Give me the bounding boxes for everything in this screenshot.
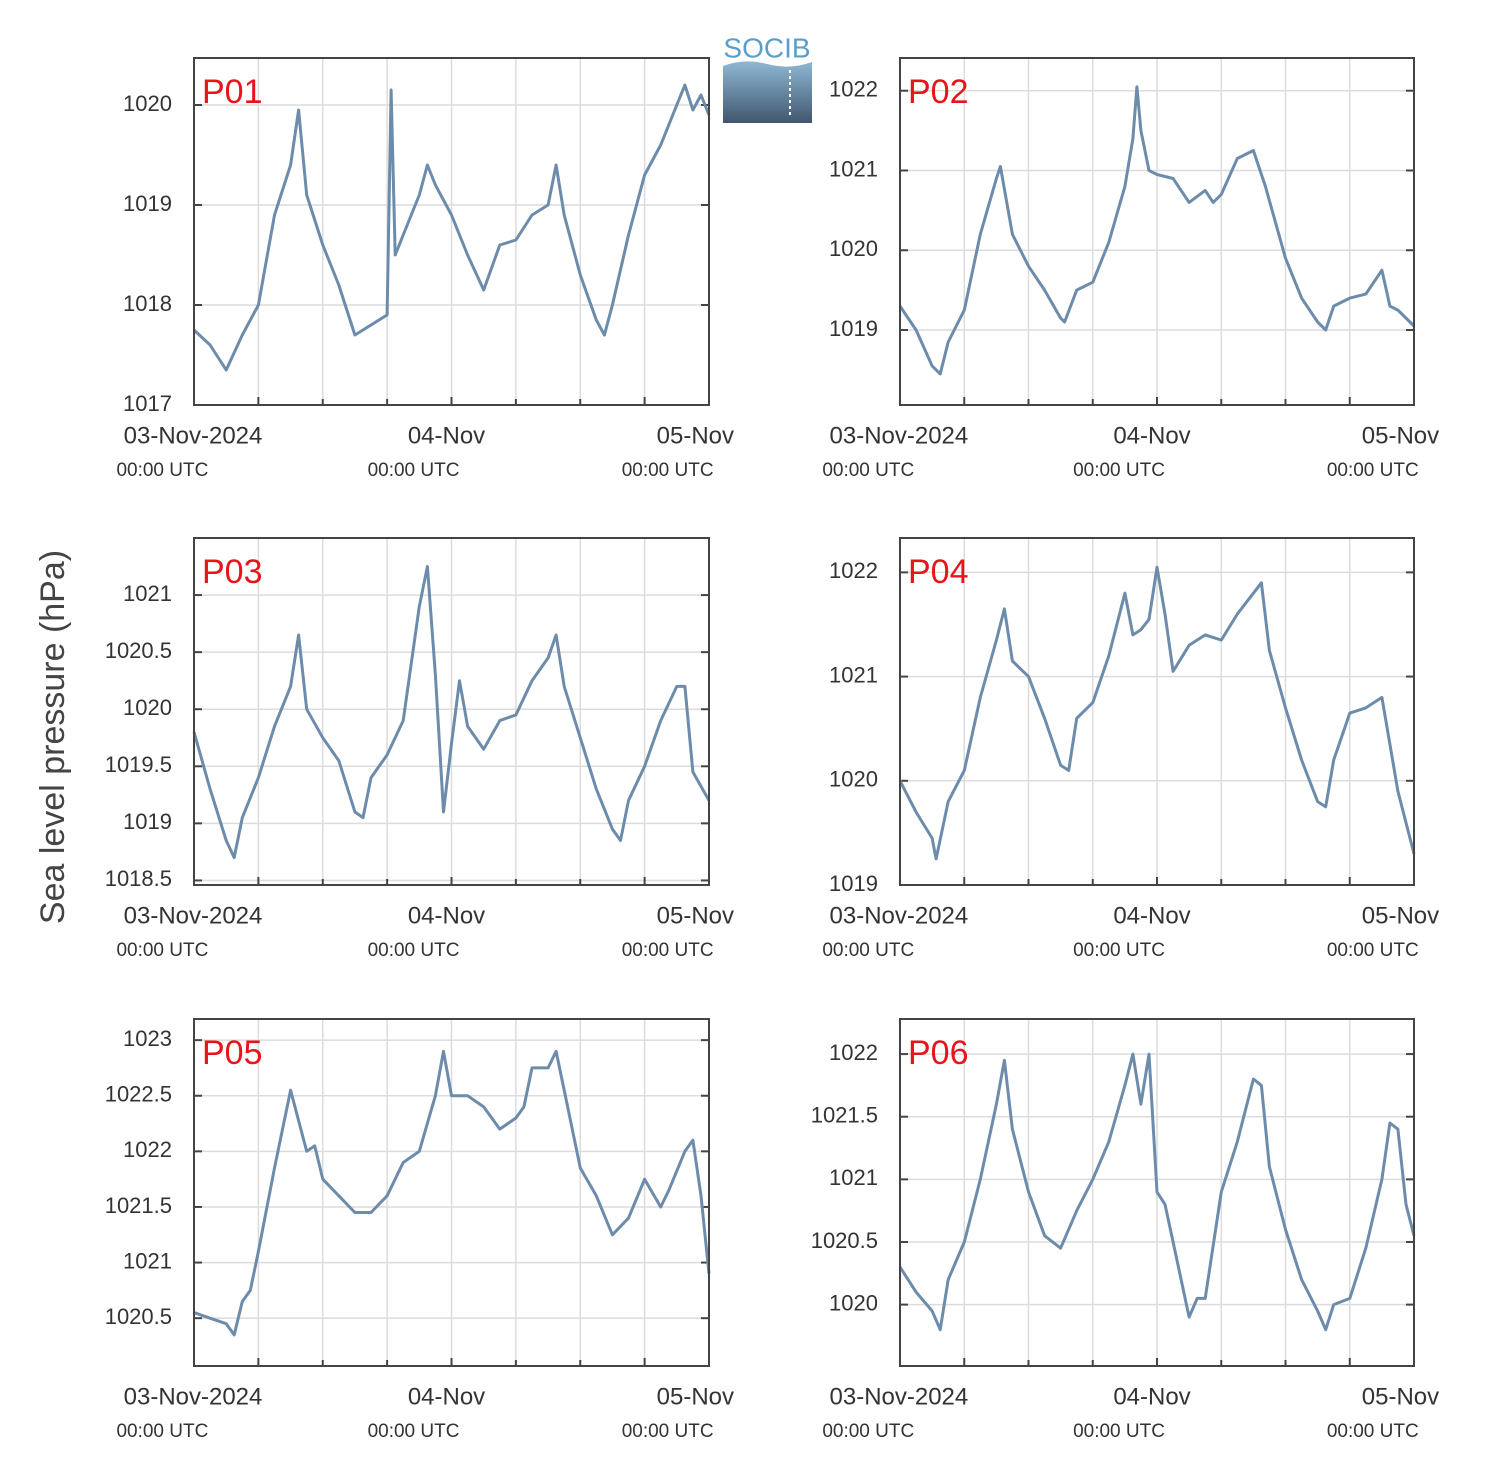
y-tick-label: 1020	[123, 695, 172, 720]
y-tick-label: 1019	[123, 191, 172, 216]
y-tick-label: 1020.5	[811, 1228, 878, 1253]
x-tick-sublabel: 00:00 UTC	[822, 460, 914, 481]
x-tick-label: 04-Nov	[1113, 902, 1190, 929]
y-tick-label: 1019.5	[105, 752, 172, 777]
logo-wave	[723, 61, 812, 123]
x-tick-sublabel: 00:00 UTC	[622, 940, 714, 961]
y-tick-label: 1022	[829, 558, 878, 583]
axes-box	[899, 1018, 1415, 1367]
x-tick-label: 03-Nov-2024	[124, 1383, 263, 1410]
x-tick-label: 05-Nov	[1362, 902, 1439, 929]
data-line	[898, 1052, 1416, 1332]
x-tick-label: 04-Nov	[1113, 1383, 1190, 1410]
panel-title: P06	[908, 1034, 969, 1072]
y-tick-label: 1019	[829, 871, 878, 896]
x-tick-sublabel: 00:00 UTC	[368, 460, 460, 481]
y-tick-label: 1019	[829, 316, 878, 341]
y-tick-label: 1020	[829, 236, 878, 261]
y-tick-label: 1021	[123, 1248, 172, 1273]
x-tick-label: 04-Nov	[408, 422, 485, 449]
logo-text: SOCIB	[723, 32, 810, 63]
y-tick-label: 1022	[829, 77, 878, 102]
y-tick-label: 1020	[123, 91, 172, 116]
x-tick-sublabel: 00:00 UTC	[1327, 940, 1419, 961]
y-tick-label: 1021.5	[811, 1103, 878, 1128]
x-tick-sublabel: 00:00 UTC	[116, 460, 208, 481]
x-tick-sublabel: 00:00 UTC	[622, 460, 714, 481]
y-axis-label: Sea level pressure (hPa)	[34, 550, 72, 924]
y-tick-label: 1021	[829, 662, 878, 687]
x-tick-label: 04-Nov	[1113, 422, 1190, 449]
x-tick-sublabel: 00:00 UTC	[1327, 460, 1419, 481]
x-tick-sublabel: 00:00 UTC	[116, 1421, 208, 1442]
x-tick-label: 03-Nov-2024	[124, 902, 263, 929]
y-tick-label: 1019	[123, 809, 172, 834]
x-tick-label: 05-Nov	[657, 902, 734, 929]
data-line	[898, 565, 1416, 861]
x-tick-sublabel: 00:00 UTC	[1327, 1421, 1419, 1442]
y-tick-label: 1020	[829, 1290, 878, 1315]
data-line	[898, 85, 1416, 376]
axes-box	[193, 537, 710, 886]
x-tick-sublabel: 00:00 UTC	[1073, 460, 1165, 481]
axes-box	[193, 57, 710, 406]
x-tick-label: 04-Nov	[408, 902, 485, 929]
y-tick-label: 1021	[123, 581, 172, 606]
x-tick-label: 04-Nov	[408, 1383, 485, 1410]
data-line	[192, 83, 711, 372]
x-tick-label: 05-Nov	[1362, 1383, 1439, 1410]
y-tick-label: 1018.5	[105, 866, 172, 891]
x-tick-sublabel: 00:00 UTC	[116, 940, 208, 961]
panel-title: P03	[202, 553, 263, 591]
y-tick-label: 1021	[829, 1165, 878, 1190]
x-tick-label: 03-Nov-2024	[830, 902, 969, 929]
x-tick-label: 03-Nov-2024	[830, 422, 969, 449]
panel-title: P05	[202, 1034, 263, 1072]
y-tick-label: 1018	[123, 291, 172, 316]
x-tick-sublabel: 00:00 UTC	[1073, 940, 1165, 961]
axes-box	[193, 1018, 710, 1367]
y-tick-label: 1017	[123, 391, 172, 416]
x-tick-label: 05-Nov	[657, 1383, 734, 1410]
y-tick-label: 1020.5	[105, 638, 172, 663]
y-tick-label: 1022	[123, 1137, 172, 1162]
x-tick-label: 03-Nov-2024	[830, 1383, 969, 1410]
y-tick-label: 1020.5	[105, 1304, 172, 1329]
x-tick-sublabel: 00:00 UTC	[368, 940, 460, 961]
x-tick-label: 05-Nov	[1362, 422, 1439, 449]
y-tick-label: 1020	[829, 767, 878, 792]
y-tick-label: 1021	[829, 156, 878, 181]
panel-title: P01	[202, 73, 263, 111]
x-tick-sublabel: 00:00 UTC	[1073, 1421, 1165, 1442]
panel-title: P04	[908, 553, 969, 591]
x-tick-sublabel: 00:00 UTC	[822, 940, 914, 961]
y-tick-label: 1022.5	[105, 1082, 172, 1107]
data-line	[192, 565, 711, 860]
data-line	[193, 1049, 711, 1337]
x-tick-sublabel: 00:00 UTC	[368, 1421, 460, 1442]
logo: SOCIB	[723, 32, 812, 123]
y-tick-label: 1021.5	[105, 1193, 172, 1218]
y-tick-label: 1022	[829, 1040, 878, 1065]
x-tick-label: 05-Nov	[657, 422, 734, 449]
axes-box	[899, 57, 1415, 406]
axes-box	[899, 537, 1415, 886]
panel-title: P02	[908, 73, 969, 111]
x-tick-sublabel: 00:00 UTC	[622, 1421, 714, 1442]
x-tick-sublabel: 00:00 UTC	[822, 1421, 914, 1442]
x-tick-label: 03-Nov-2024	[124, 422, 263, 449]
y-tick-label: 1023	[123, 1026, 172, 1051]
